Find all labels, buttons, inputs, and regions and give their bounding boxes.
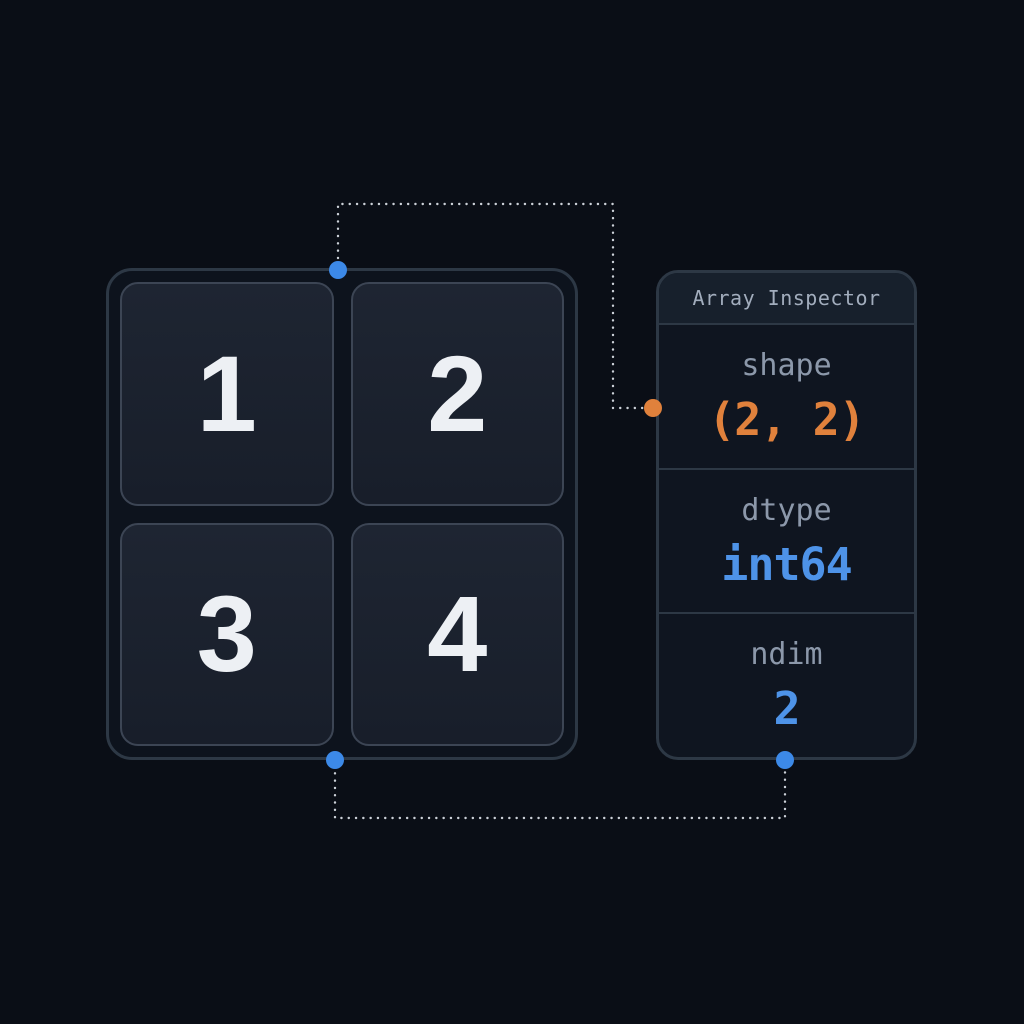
- ndim-label: ndim: [750, 637, 823, 673]
- matrix-cell: 2: [350, 282, 564, 506]
- cell-value: 3: [196, 573, 257, 695]
- cell-value: 1: [196, 332, 257, 454]
- inspector-row-shape: shape (2, 2): [659, 325, 914, 468]
- shape-label: shape: [741, 347, 832, 383]
- inspector-row-ndim: ndim 2: [659, 612, 914, 757]
- connector-line-ndim: [333, 764, 787, 820]
- matrix-cell: 3: [120, 522, 334, 746]
- array-matrix: 1 2 3 4: [106, 268, 578, 760]
- dtype-label: dtype: [741, 492, 832, 528]
- dtype-value: int64: [721, 537, 852, 591]
- ndim-value: 2: [773, 682, 800, 736]
- matrix-cell: 1: [120, 282, 334, 506]
- cell-value: 2: [427, 332, 488, 454]
- array-inspector-panel: Array Inspector shape (2, 2) dtype int64…: [656, 270, 917, 760]
- shape-value: (2, 2): [708, 392, 866, 446]
- matrix-cell: 4: [350, 522, 564, 746]
- cell-value: 4: [427, 573, 488, 695]
- inspector-title: Array Inspector: [692, 286, 881, 310]
- inspector-header: Array Inspector: [659, 273, 914, 325]
- inspector-row-dtype: dtype int64: [659, 467, 914, 613]
